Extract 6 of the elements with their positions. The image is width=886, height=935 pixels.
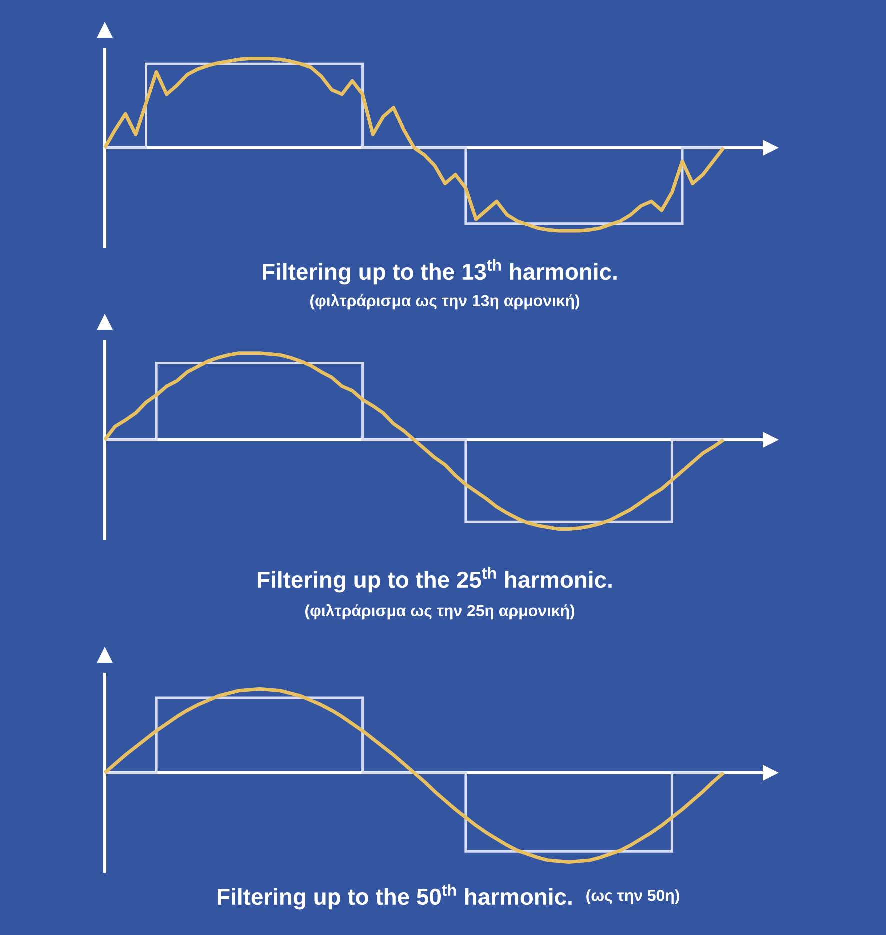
text: Filtering up to the 13$^{th}$ harmonic. <box>263 259 617 285</box>
text: (φιλτράρισμα ως την 25η αρμονική) <box>306 604 575 620</box>
text: (ως την 50η) <box>586 890 680 904</box>
text: Filtering up to the 25$^{th}$ harmonic. <box>258 567 612 593</box>
text: Filtering up to the 50$^{th}$ harmonic. <box>218 884 572 910</box>
text: (φιλτράρισμα ως την 13η αρμονική) <box>310 294 580 310</box>
